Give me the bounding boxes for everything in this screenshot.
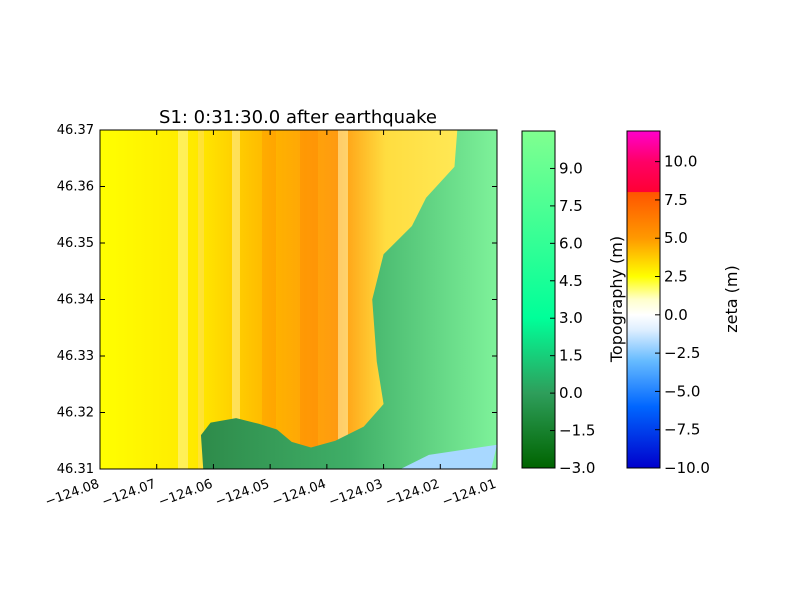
topography-colorbar-fill (521, 130, 556, 469)
colorbar-tick-label: −3.0 (559, 459, 595, 477)
y-tick-label: 46.32 (57, 406, 94, 421)
x-tick-label: −124.07 (100, 477, 158, 510)
y-tick-label: 46.36 (57, 180, 94, 195)
zeta-colorbar-ticks: −10.0 −7.5 −5.0 −2.5 0.0 2.5 5.0 7.5 10.0 (655, 153, 710, 477)
colorbar-tick-label: −10.0 (664, 459, 710, 477)
colorbar-tick-label: 5.0 (664, 229, 688, 247)
x-tick-label: −124.06 (157, 477, 215, 510)
colorbar-tick-label: −5.0 (664, 382, 700, 400)
topography-colorbar: −3.0 −1.5 0.0 1.5 3.0 4.5 6.0 7.5 9.0 Topography… (521, 130, 626, 477)
topography-colorbar-ticks: −3.0 −1.5 0.0 1.5 3.0 4.5 6.0 7.5 9.0 (550, 159, 595, 477)
streak-d (262, 130, 276, 469)
streak-b (198, 130, 204, 469)
colorbar-tick-label: 0.0 (664, 306, 688, 324)
colorbar-tick-label: −7.5 (664, 421, 700, 439)
colorbar-tick-label: 2.5 (664, 268, 688, 286)
colorbar-tick-label: 0.0 (559, 384, 583, 402)
zeta-colorbar-fill (626, 130, 661, 469)
streak-f (338, 130, 348, 469)
x-tick-label: −124.01 (440, 477, 498, 510)
y-tick-label: 46.33 (57, 349, 94, 364)
streak-a (178, 130, 188, 469)
y-axis-ticks: 46.31 46.32 46.33 46.34 46.35 46.36 46.37 (57, 123, 497, 477)
x-tick-label: −124.05 (213, 477, 271, 510)
colorbar-tick-label: 7.5 (664, 191, 688, 209)
y-tick-label: 46.35 (57, 236, 94, 251)
colorbar-tick-label: 6.0 (559, 234, 583, 252)
zeta-colorbar-label: zeta (m) (722, 265, 741, 332)
x-tick-label: −124.02 (384, 477, 442, 510)
chart-title: S1: 0:31:30.0 after earthquake (159, 107, 437, 128)
y-tick-label: 46.31 (57, 462, 94, 477)
x-tick-label: −124.08 (43, 477, 101, 510)
colorbar-tick-label: 4.5 (559, 272, 583, 290)
colorbar-tick-label: −2.5 (664, 344, 700, 362)
ocean-streaks (178, 130, 348, 469)
colorbar-tick-label: −1.5 (559, 422, 595, 440)
colorbar-tick-label: 10.0 (664, 153, 697, 171)
streak-e (300, 130, 318, 469)
zeta-colorbar: −10.0 −7.5 −5.0 −2.5 0.0 2.5 5.0 7.5 10.0 zeta (… (626, 130, 741, 477)
colorbar-tick-label: 1.5 (559, 347, 583, 365)
colorbar-tick-label: 7.5 (559, 197, 583, 215)
x-tick-label: −124.04 (270, 477, 328, 510)
topography-colorbar-label: Topography (m) (607, 236, 626, 363)
y-tick-label: 46.37 (57, 123, 94, 138)
inland-water (400, 444, 497, 469)
land-topography (200, 130, 497, 469)
colorbar-tick-label: 9.0 (559, 159, 583, 177)
y-tick-label: 46.34 (57, 293, 94, 308)
streak-c (232, 130, 240, 469)
x-tick-label: −124.03 (327, 477, 385, 510)
map-area (100, 130, 497, 469)
colorbar-tick-label: 3.0 (559, 309, 583, 327)
